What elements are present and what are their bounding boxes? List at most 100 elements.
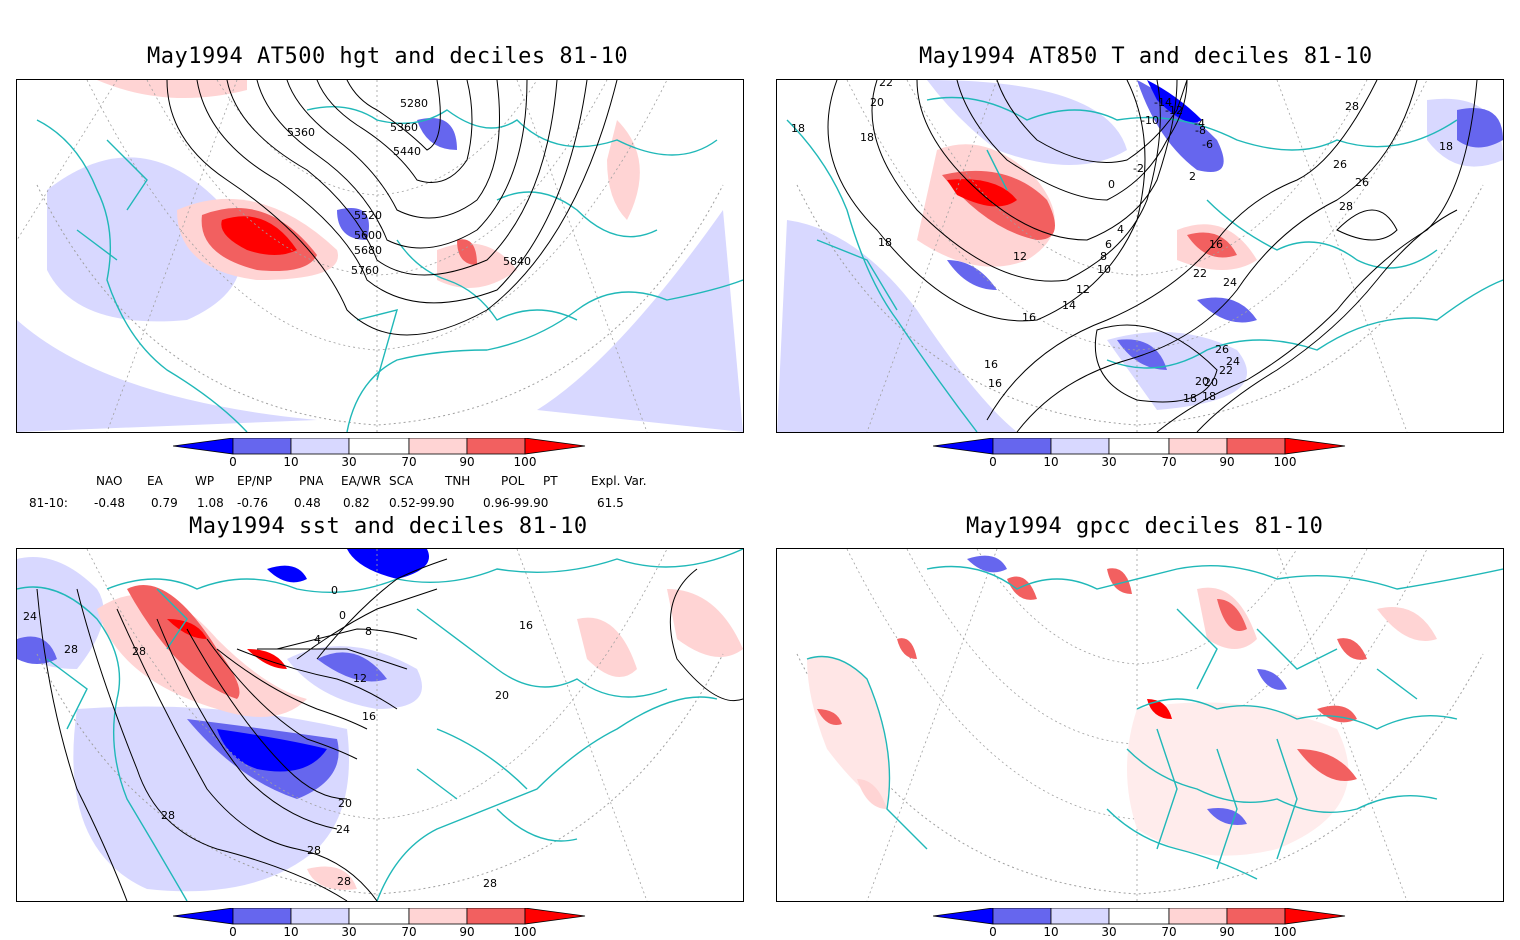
colorbar-tick: 10 — [1043, 455, 1058, 466]
teleco-header: Expl. Var. — [591, 474, 647, 488]
colorbar-tick: 30 — [341, 455, 356, 466]
contour-label: 18 — [1183, 392, 1197, 405]
contour-label: 26 — [1333, 158, 1347, 171]
contour-label: 26 — [1215, 343, 1229, 356]
contour-label: -14 — [1154, 96, 1172, 109]
contour-label: 4 — [314, 633, 321, 646]
contour-label: 8 — [1100, 250, 1107, 263]
contour-label: 28 — [337, 875, 351, 888]
contour-label: 28 — [1339, 200, 1353, 213]
colorbar-tick: 70 — [401, 925, 416, 936]
contour-label: 6 — [1105, 238, 1112, 251]
teleco-header: NAO — [96, 474, 123, 488]
colorbar-tick: 30 — [1101, 925, 1116, 936]
teleco-header: POL — [501, 474, 525, 488]
contour-label: 16 — [362, 710, 376, 723]
contour-label: 5600 — [354, 229, 382, 242]
teleco-header: WP — [195, 474, 215, 488]
teleco-header: TNH — [445, 474, 471, 488]
contour-label: -6 — [1202, 138, 1213, 151]
colorbar-tick: 0 — [989, 925, 997, 936]
teleco-header: EP/NP — [237, 474, 273, 488]
map-panel-t850: 22 20 18 18 18 -14 -12 -10 -8 -6 -4 -2 0… — [776, 79, 1504, 433]
contour-label: -10 — [1141, 114, 1159, 127]
contour-label: 18 — [878, 236, 892, 249]
contour-label: 18 — [860, 131, 874, 144]
contour-label: 20 — [338, 797, 352, 810]
teleco-value: -0.48 — [94, 496, 126, 510]
contour-label: 22 — [879, 80, 893, 89]
contour-label: 26 — [1355, 176, 1369, 189]
colorbar-top-right: 0 10 30 70 90 100 — [932, 437, 1353, 469]
teleco-header: PT — [543, 474, 558, 488]
teleco-value: 61.5 — [597, 496, 624, 510]
colorbar-tick: 10 — [283, 925, 298, 936]
colorbar-tick: 0 — [229, 455, 237, 466]
contour-label: 18 — [1202, 390, 1216, 403]
colorbar-tick: 30 — [1101, 455, 1116, 466]
contour-label: 12 — [353, 672, 367, 685]
contour-label: 28 — [483, 877, 497, 890]
teleco-value: 0.52-99.90 — [389, 496, 455, 510]
contour-label: 28 — [307, 844, 321, 857]
map-panel-sst: 24 28 28 0 0 4 8 12 16 20 24 28 28 16 20… — [16, 548, 744, 902]
contour-label: 22 — [1219, 364, 1233, 377]
colorbar-tick: 100 — [514, 455, 537, 466]
contour-label: 5680 — [354, 244, 382, 257]
contour-label: 12 — [1013, 250, 1027, 263]
contour-label: 5520 — [354, 209, 382, 222]
contour-label: 5360 — [287, 126, 315, 139]
colorbar-tick: 100 — [1274, 455, 1297, 466]
contour-label: 16 — [1209, 238, 1223, 251]
colorbar-bottom-left: 0 10 30 70 90 100 — [172, 907, 593, 939]
contour-label: 20 — [1195, 375, 1209, 388]
panel-title-t850: May1994 AT850 T and deciles 81-10 — [919, 44, 1373, 69]
contour-label: 28 — [1345, 100, 1359, 113]
teleco-header: SCA — [389, 474, 414, 488]
teleco-row-label: 81-10: — [29, 496, 68, 510]
colorbar-tick: 0 — [229, 925, 237, 936]
colorbar-tick: 70 — [401, 455, 416, 466]
colorbar-tick: 90 — [459, 455, 474, 466]
colorbar-tick: 90 — [1219, 925, 1234, 936]
contour-label: -12 — [1165, 104, 1183, 117]
contour-label: 28 — [161, 809, 175, 822]
contour-label: 5440 — [393, 145, 421, 158]
teleco-value: 0.48 — [294, 496, 321, 510]
contour-label: 0 — [331, 584, 338, 597]
contour-label: 16 — [984, 358, 998, 371]
contour-label: 0 — [1108, 178, 1115, 191]
colorbar-tick: 0 — [989, 455, 997, 466]
contour-label: 28 — [132, 645, 146, 658]
teleco-value: 1.08 — [197, 496, 224, 510]
colorbar-tick: 100 — [514, 925, 537, 936]
contour-label: 16 — [988, 377, 1002, 390]
teleco-value: 0.96-99.90 — [483, 496, 549, 510]
panel-title-hgt500: May1994 AT500 hgt and deciles 81-10 — [147, 44, 629, 69]
contour-label: -2 — [1133, 162, 1144, 175]
contour-label: 24 — [1226, 355, 1240, 368]
contour-label: 2 — [1189, 170, 1196, 183]
colorbar-tick: 90 — [1219, 455, 1234, 466]
contour-label: 5760 — [351, 264, 379, 277]
contour-label: 20 — [870, 96, 884, 109]
contour-label: -4 — [1194, 117, 1205, 130]
colorbar-top-left: 0 10 30 70 90 100 — [172, 437, 593, 469]
contour-label: 24 — [336, 823, 350, 836]
colorbar-tick: 70 — [1161, 455, 1176, 466]
contour-label: -8 — [1195, 124, 1206, 137]
colorbar-tick: 30 — [341, 925, 356, 936]
contour-label: 4 — [1117, 223, 1124, 236]
contour-label: 8 — [365, 625, 372, 638]
colorbar-tick: 10 — [1043, 925, 1058, 936]
teleco-header: PNA — [299, 474, 324, 488]
teleco-value: -0.76 — [237, 496, 269, 510]
teleconnection-table: NAO EA WP EP/NP PNA EA/WR SCA TNH POL PT… — [0, 474, 760, 514]
teleco-header: EA/WR — [341, 474, 382, 488]
contour-label: 0 — [339, 609, 346, 622]
contour-label: 12 — [1076, 283, 1090, 296]
map-panel-gpcc — [776, 548, 1504, 902]
teleco-value: 0.82 — [343, 496, 370, 510]
map-panel-hgt500: 5280 5360 5360 5440 5520 5600 5680 5760 … — [16, 79, 744, 433]
panel-title-gpcc: May1994 gpcc deciles 81-10 — [966, 514, 1324, 539]
